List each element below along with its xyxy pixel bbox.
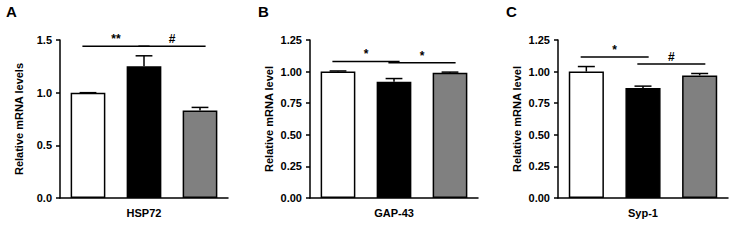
svg-text:0.00: 0.00	[529, 192, 550, 204]
svg-text:0.0: 0.0	[37, 192, 52, 204]
svg-text:0.75: 0.75	[281, 97, 302, 109]
svg-text:GAP-43: GAP-43	[374, 207, 414, 219]
svg-text:0.5: 0.5	[37, 139, 52, 151]
svg-text:Relative mRNA level: Relative mRNA level	[511, 66, 523, 172]
svg-text:Syp-1: Syp-1	[628, 207, 658, 219]
svg-text:#: #	[169, 32, 176, 46]
svg-text:0.00: 0.00	[281, 192, 302, 204]
svg-text:1.25: 1.25	[529, 34, 550, 46]
svg-text:0.75: 0.75	[529, 97, 550, 109]
svg-text:*: *	[420, 49, 425, 63]
svg-text:1.00: 1.00	[281, 66, 302, 78]
svg-text:*: *	[364, 47, 369, 61]
svg-text:1.0: 1.0	[37, 87, 52, 99]
svg-text:1.5: 1.5	[37, 34, 52, 46]
svg-text:1.00: 1.00	[529, 66, 550, 78]
svg-text:0.50: 0.50	[529, 129, 550, 141]
svg-text:0.50: 0.50	[281, 129, 302, 141]
svg-text:C: C	[506, 3, 517, 20]
svg-text:Relative mRNA level: Relative mRNA level	[263, 66, 275, 172]
svg-text:0.25: 0.25	[529, 160, 550, 172]
svg-text:1.25: 1.25	[281, 34, 302, 46]
svg-text:HSP72: HSP72	[127, 207, 162, 219]
svg-text:A: A	[6, 3, 17, 20]
svg-text:Relative mRNA levels: Relative mRNA levels	[13, 63, 25, 175]
svg-text:**: **	[111, 32, 121, 46]
svg-text:B: B	[258, 3, 269, 20]
svg-text:0.25: 0.25	[281, 160, 302, 172]
svg-text:*: *	[612, 43, 617, 57]
svg-text:#: #	[668, 50, 675, 64]
